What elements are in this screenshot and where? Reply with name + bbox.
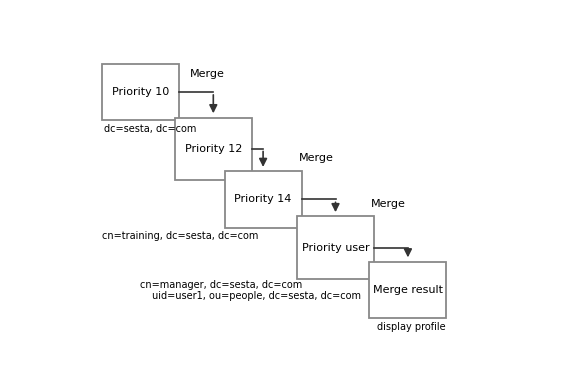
Text: Priority 14: Priority 14 [234,195,292,204]
Text: Merge result: Merge result [373,285,443,295]
Text: cn=training, dc=sesta, dc=com: cn=training, dc=sesta, dc=com [102,231,259,241]
FancyBboxPatch shape [225,171,301,228]
Text: uid=user1, ou=people, dc=sesta, dc=com: uid=user1, ou=people, dc=sesta, dc=com [152,291,361,301]
Text: Priority user: Priority user [302,243,369,252]
Text: Merge: Merge [371,199,406,209]
Text: display profile: display profile [377,321,446,331]
FancyBboxPatch shape [175,117,252,180]
Text: Merge: Merge [299,153,334,163]
Text: Priority 12: Priority 12 [185,143,242,154]
Text: Priority 10: Priority 10 [112,87,169,97]
FancyBboxPatch shape [370,262,446,318]
Text: Merge: Merge [190,69,225,79]
FancyBboxPatch shape [297,217,374,279]
FancyBboxPatch shape [102,64,179,120]
Text: dc=sesta, dc=com: dc=sesta, dc=com [104,124,196,134]
Text: cn=manager, dc=sesta, dc=com: cn=manager, dc=sesta, dc=com [140,280,303,290]
